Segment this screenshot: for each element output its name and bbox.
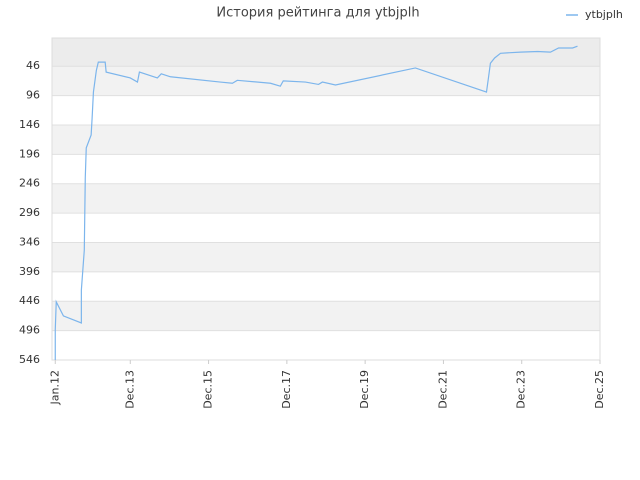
- x-tick-label: Dec.25: [593, 370, 606, 409]
- legend-label: ytbjplh: [585, 8, 623, 21]
- plot-band: [52, 95, 600, 125]
- y-tick-label: 246: [19, 177, 40, 190]
- chart-title: История рейтинга для ytbjplh: [216, 6, 419, 21]
- y-tick-label: 146: [19, 118, 40, 131]
- x-tick-label: Jan.12: [48, 370, 61, 405]
- line-series: [54, 45, 578, 360]
- y-tick-label: 96: [26, 89, 40, 102]
- y-tick-label: 546: [19, 353, 40, 366]
- plot-band: [52, 271, 600, 302]
- x-tick-label: Dec.21: [436, 370, 449, 409]
- y-tick-label: 496: [19, 324, 40, 337]
- y-tick-label: 396: [19, 265, 40, 278]
- plot-band: [52, 154, 600, 184]
- plot-band: [52, 124, 600, 155]
- plot-band: [52, 213, 600, 243]
- plot-border: [51, 37, 601, 361]
- plot-band: [52, 242, 600, 272]
- y-tick-label: 296: [19, 206, 40, 219]
- x-tick-label: Dec.23: [515, 370, 528, 409]
- plot-band: [52, 183, 600, 214]
- plot-band: [52, 38, 600, 67]
- x-tick-label: Dec.15: [202, 370, 215, 409]
- y-tick-label: 46: [26, 59, 40, 72]
- x-tick-label: Dec.19: [358, 370, 371, 409]
- y-tick-label: 346: [19, 235, 40, 248]
- plot-band: [52, 66, 600, 96]
- plot-band: [52, 330, 600, 360]
- y-tick-label: 446: [19, 294, 40, 307]
- x-tick-label: Dec.17: [280, 370, 293, 409]
- x-tick-label: Dec.13: [123, 370, 136, 409]
- plot-band: [52, 301, 600, 331]
- y-tick-label: 196: [19, 147, 40, 160]
